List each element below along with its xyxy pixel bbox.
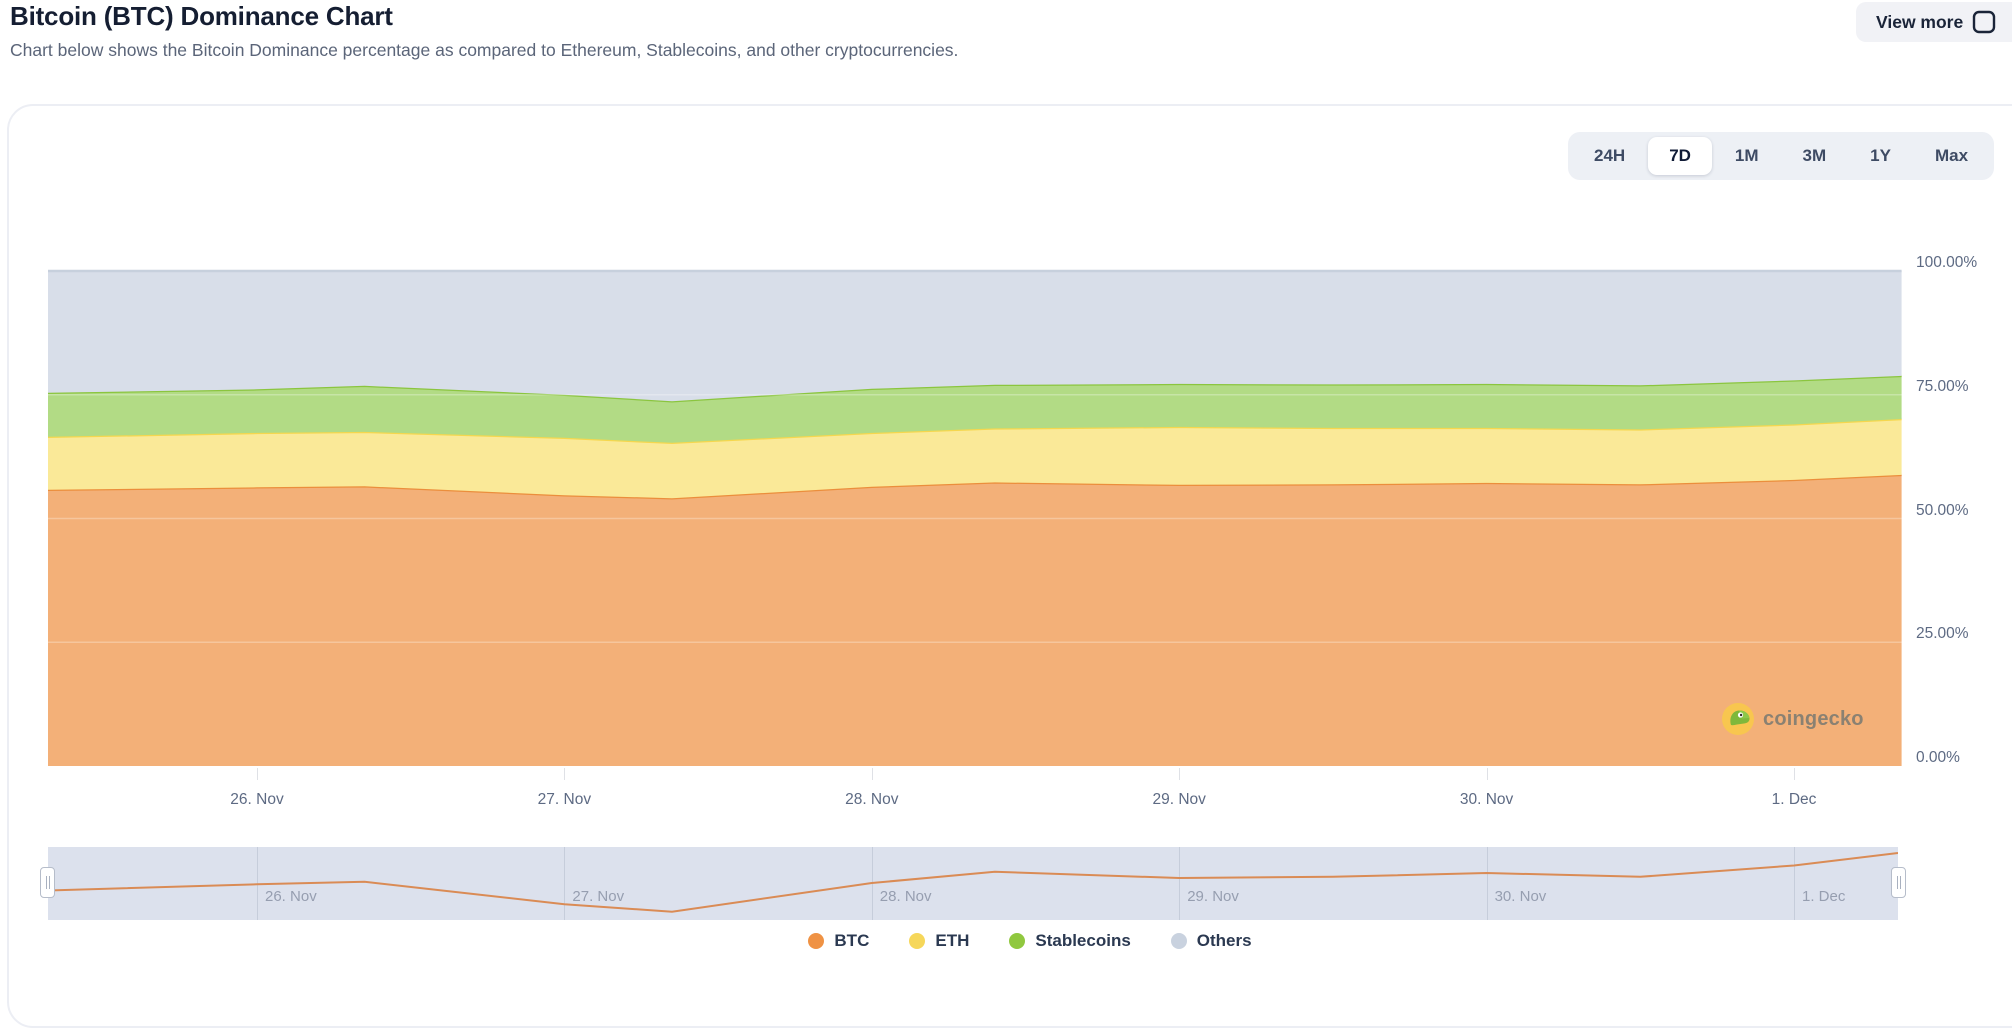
x-axis-tick bbox=[1794, 768, 1795, 780]
y-axis-label: 75.00% bbox=[1916, 377, 1969, 395]
x-axis-label: 28. Nov bbox=[845, 791, 899, 808]
legend-marker-icon bbox=[909, 933, 926, 949]
navigator-date-label: 28. Nov bbox=[879, 888, 932, 905]
range-button-24h[interactable]: 24H bbox=[1573, 137, 1646, 175]
legend-label: Stablecoins bbox=[1035, 931, 1131, 950]
legend-item-eth[interactable]: ETH bbox=[909, 931, 969, 951]
external-link-icon bbox=[1973, 10, 1996, 34]
y-axis-label: 0.00% bbox=[1916, 749, 1960, 766]
navigator-gridline bbox=[564, 847, 566, 920]
dominance-area-chart[interactable] bbox=[48, 266, 1906, 766]
legend-item-btc[interactable]: BTC bbox=[808, 931, 869, 951]
x-axis-label: 30. Nov bbox=[1459, 791, 1514, 808]
x-axis-tick bbox=[1486, 768, 1488, 780]
navigator-gridline bbox=[1794, 847, 1795, 920]
x-axis-tick bbox=[257, 768, 258, 780]
navigator-left-handle[interactable] bbox=[40, 867, 55, 898]
x-axis-tick bbox=[1179, 768, 1181, 780]
navigator-gridline bbox=[257, 847, 258, 920]
area-ETH bbox=[48, 419, 1902, 499]
range-button-3m[interactable]: 3M bbox=[1782, 137, 1848, 175]
navigator-date-label: 30. Nov bbox=[1494, 888, 1547, 905]
legend-marker-icon bbox=[808, 933, 825, 949]
navigator-gridline bbox=[1179, 847, 1181, 920]
legend-item-others[interactable]: Others bbox=[1170, 931, 1252, 951]
y-axis-label: 100.00% bbox=[1916, 254, 1978, 271]
navigator-right-handle[interactable] bbox=[1891, 867, 1906, 898]
navigator-date-label: 27. Nov bbox=[572, 888, 625, 905]
watermark: coingecko bbox=[1722, 703, 1864, 735]
x-axis-tick bbox=[564, 768, 566, 780]
view-more-button[interactable]: View more bbox=[1856, 2, 2012, 42]
navigator-date-label: 29. Nov bbox=[1187, 888, 1239, 905]
legend-label: ETH bbox=[935, 931, 970, 950]
legend-marker-icon bbox=[1170, 933, 1187, 949]
x-axis-tick bbox=[871, 768, 873, 780]
x-axis-label: 27. Nov bbox=[537, 791, 592, 808]
navigator-sparkline bbox=[48, 852, 1898, 913]
y-axis-label: 25.00% bbox=[1916, 625, 1969, 643]
chart-legend: BTC ETH Stablecoins Others bbox=[0, 931, 2012, 951]
legend-label: BTC bbox=[834, 931, 870, 950]
x-axis-label: 26. Nov bbox=[230, 791, 284, 808]
x-axis-label: 29. Nov bbox=[1152, 791, 1206, 808]
legend-marker-icon bbox=[1009, 933, 1026, 949]
watermark-text: coingecko bbox=[1763, 707, 1864, 730]
area-Others bbox=[48, 271, 1902, 402]
page-subtitle: Chart below shows the Bitcoin Dominance … bbox=[10, 40, 959, 60]
view-more-label: View more bbox=[1876, 11, 1964, 32]
navigator-date-label: 1. Dec bbox=[1802, 888, 1846, 905]
navigator-date-label: 26. Nov bbox=[265, 888, 317, 905]
coingecko-logo-icon bbox=[1722, 703, 1754, 735]
navigator-track[interactable]: 26. Nov 27. Nov 28. Nov 29. Nov 30. Nov 1. De… bbox=[40, 847, 1906, 920]
range-button-7d[interactable]: 7D bbox=[1648, 137, 1712, 175]
range-button-1y[interactable]: 1Y bbox=[1849, 137, 1912, 175]
range-button-1m[interactable]: 1M bbox=[1714, 137, 1780, 175]
range-button-max[interactable]: Max bbox=[1914, 137, 1989, 175]
legend-item-stablecoins[interactable]: Stablecoins bbox=[1009, 931, 1131, 951]
range-selector: 24H 7D 1M 3M 1Y Max bbox=[1568, 132, 1995, 180]
y-axis-label: 50.00% bbox=[1916, 501, 1969, 519]
navigator-gridline bbox=[871, 847, 873, 920]
legend-label: Others bbox=[1196, 931, 1252, 950]
area-BTC bbox=[48, 474, 1902, 766]
page-title: Bitcoin (BTC) Dominance Chart bbox=[10, 1, 393, 31]
x-axis-label: 1. Dec bbox=[1771, 791, 1817, 808]
navigator-gridline bbox=[1486, 847, 1488, 920]
